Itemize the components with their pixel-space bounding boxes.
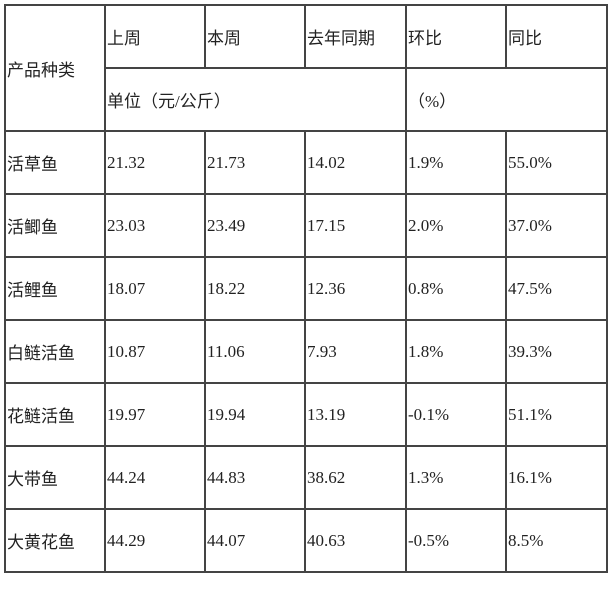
percent-unit: （%） [405, 67, 608, 132]
mom-change: 2.0% [405, 193, 507, 258]
mom-change: 1.3% [405, 445, 507, 510]
last-year-price: 40.63 [304, 508, 407, 573]
last-week-price: 19.97 [104, 382, 206, 447]
yoy-change: 55.0% [505, 130, 608, 195]
last-year-price: 14.02 [304, 130, 407, 195]
last-week-price: 44.24 [104, 445, 206, 510]
last-week-price: 10.87 [104, 319, 206, 384]
last-week-price: 44.29 [104, 508, 206, 573]
yoy-change: 39.3% [505, 319, 608, 384]
table-row: 大黄花鱼 44.29 44.07 40.63 -0.5% 8.5% [4, 508, 608, 573]
product-name: 活鲤鱼 [4, 256, 106, 321]
product-name: 活草鱼 [4, 130, 106, 195]
mom-change: -0.5% [405, 508, 507, 573]
header-this-week: 本周 [204, 4, 306, 69]
header-last-year: 去年同期 [304, 4, 407, 69]
product-name: 白鲢活鱼 [4, 319, 106, 384]
unit-row: 单位（元/公斤） （%） [5, 67, 608, 132]
this-week-price: 23.49 [204, 193, 306, 258]
mom-change: 1.9% [405, 130, 507, 195]
header-yoy: 同比 [505, 4, 608, 69]
header-row: 产品种类 上周 本周 去年同期 环比 同比 [4, 4, 608, 132]
product-name: 花鲢活鱼 [4, 382, 106, 447]
last-week-price: 23.03 [104, 193, 206, 258]
table-row: 活鲤鱼 18.07 18.22 12.36 0.8% 47.5% [4, 256, 608, 321]
last-year-price: 17.15 [304, 193, 407, 258]
price-unit: 单位（元/公斤） [104, 67, 407, 132]
this-week-price: 19.94 [204, 382, 306, 447]
last-year-price: 12.36 [304, 256, 407, 321]
product-name: 大带鱼 [4, 445, 106, 510]
yoy-change: 8.5% [505, 508, 608, 573]
mom-change: 0.8% [405, 256, 507, 321]
table-row: 白鲢活鱼 10.87 11.06 7.93 1.8% 39.3% [4, 319, 608, 384]
table-row: 活草鱼 21.32 21.73 14.02 1.9% 55.0% [4, 130, 608, 195]
last-year-price: 13.19 [304, 382, 407, 447]
fish-price-table: 产品种类 上周 本周 去年同期 环比 同比 单位（元/公斤） （%） 活草鱼 21… [4, 4, 608, 573]
mom-change: -0.1% [405, 382, 507, 447]
product-name: 大黄花鱼 [4, 508, 106, 573]
this-week-price: 18.22 [204, 256, 306, 321]
yoy-change: 51.1% [505, 382, 608, 447]
header-last-week: 上周 [104, 4, 206, 69]
table-row: 花鲢活鱼 19.97 19.94 13.19 -0.1% 51.1% [4, 382, 608, 447]
header-mom: 环比 [405, 4, 507, 69]
this-week-price: 11.06 [204, 319, 306, 384]
this-week-price: 21.73 [204, 130, 306, 195]
last-year-price: 38.62 [304, 445, 407, 510]
this-week-price: 44.83 [204, 445, 306, 510]
product-name: 活鲫鱼 [4, 193, 106, 258]
yoy-change: 47.5% [505, 256, 608, 321]
last-week-price: 21.32 [104, 130, 206, 195]
table-row: 大带鱼 44.24 44.83 38.62 1.3% 16.1% [4, 445, 608, 510]
last-year-price: 7.93 [304, 319, 407, 384]
last-week-price: 18.07 [104, 256, 206, 321]
yoy-change: 37.0% [505, 193, 608, 258]
table-row: 活鲫鱼 23.03 23.49 17.15 2.0% 37.0% [4, 193, 608, 258]
mom-change: 1.8% [405, 319, 507, 384]
this-week-price: 44.07 [204, 508, 306, 573]
yoy-change: 16.1% [505, 445, 608, 510]
header-product-type: 产品种类 [4, 4, 106, 132]
